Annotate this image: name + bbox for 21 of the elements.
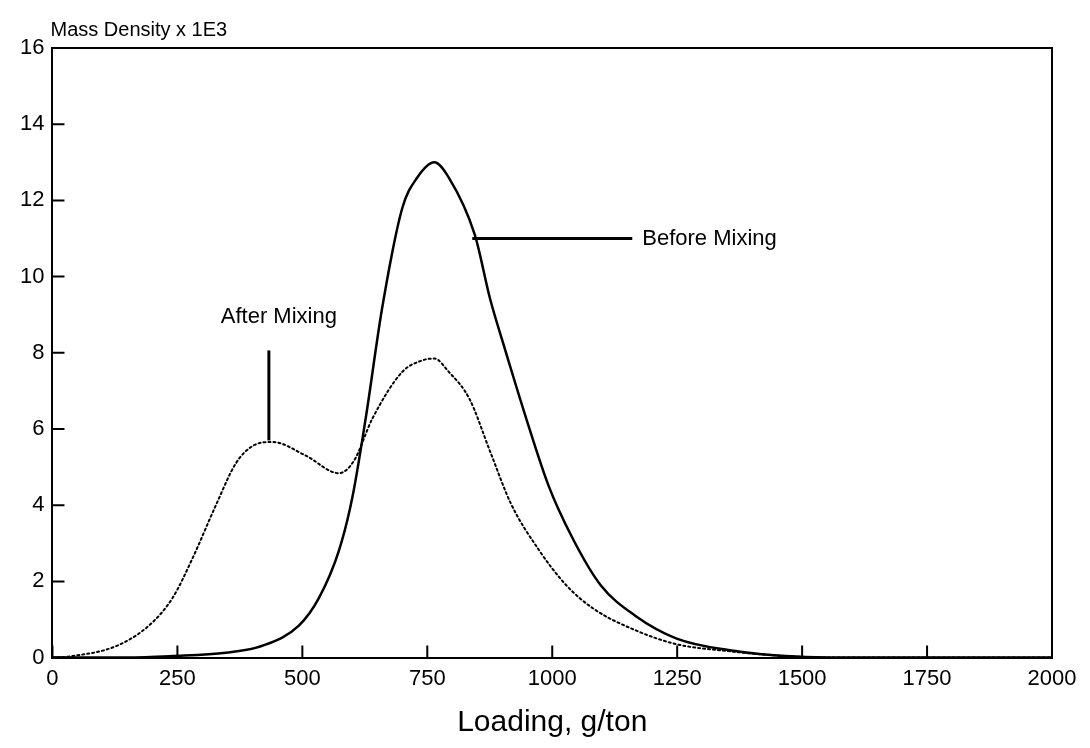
x-tick-label: 2000 <box>1027 664 1077 690</box>
y-tick-label: 12 <box>19 186 45 212</box>
x-tick-label: 1750 <box>902 664 952 690</box>
annotation: After Mixing <box>220 303 337 329</box>
x-tick-label: 250 <box>159 664 196 690</box>
x-tick-label: 1000 <box>527 664 577 690</box>
x-tick-label: 750 <box>408 664 446 690</box>
y-tick-label: 0 <box>32 643 45 669</box>
y-tick-label: 14 <box>19 110 45 136</box>
y-tick-label: 16 <box>19 34 45 60</box>
y-tick-label: 10 <box>19 262 45 288</box>
x-tick-label: 1250 <box>652 664 702 690</box>
y-axis-title: Mass Density x 1E3 <box>50 17 228 40</box>
y-tick-label: 8 <box>32 338 45 364</box>
x-axis-title: Loading, g/ton <box>457 704 648 738</box>
y-tick-label: 4 <box>32 491 45 517</box>
y-tick-label: 2 <box>32 567 45 593</box>
annotation: Before Mixing <box>642 224 777 250</box>
x-tick-label: 1500 <box>777 664 827 690</box>
x-tick-label: 500 <box>283 664 321 690</box>
y-tick-label: 6 <box>32 415 45 441</box>
